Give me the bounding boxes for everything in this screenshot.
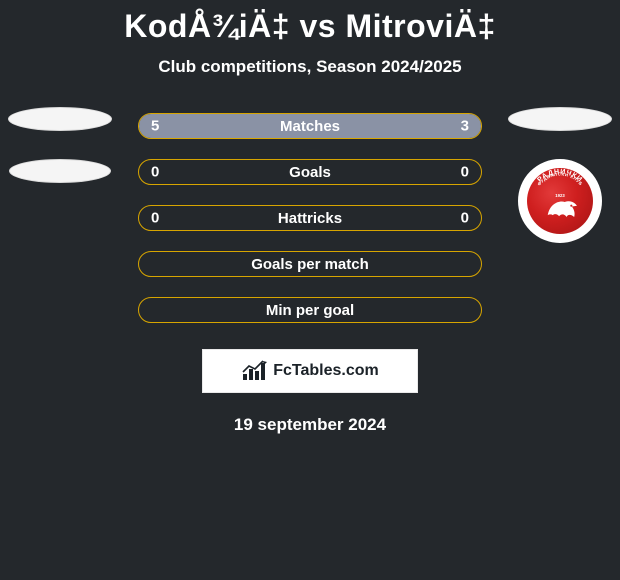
- player-right-club-badge: ФУДБАЛСКИ КЛУБ РАДНИЧКИ 1923: [518, 159, 602, 243]
- eagle-eye: [570, 205, 572, 207]
- stat-label: Goals per match: [251, 256, 369, 273]
- player-right-avatar-placeholder: [508, 107, 612, 131]
- stat-value-left: 5: [151, 118, 159, 135]
- brand-text: FcTables.com: [273, 362, 379, 380]
- right-player-column: ФУДБАЛСКИ КЛУБ РАДНИЧКИ 1923: [500, 107, 620, 243]
- stat-row: Goals per match: [138, 251, 482, 277]
- comparison-card: KodÅ¾iÄ‡ vs MitroviÄ‡ Club competitions,…: [0, 0, 620, 435]
- stat-row: 5 3 Matches: [138, 113, 482, 139]
- stat-value-right: 3: [461, 118, 469, 135]
- page-subtitle: Club competitions, Season 2024/2025: [0, 57, 620, 77]
- player-left-avatar-placeholder: [8, 107, 112, 131]
- brand-box: FcTables.com: [202, 349, 418, 393]
- stat-value-right: 0: [461, 210, 469, 227]
- stats-area: ФУДБАЛСКИ КЛУБ РАДНИЧКИ 1923 53Matches00…: [0, 113, 620, 323]
- stat-value-right: 0: [461, 164, 469, 181]
- stat-value-left: 0: [151, 164, 159, 181]
- stat-label: Hattricks: [278, 210, 342, 227]
- stat-row: 0 0 Hattricks: [138, 205, 482, 231]
- bars-icon: [241, 360, 269, 382]
- eagle-icon: [548, 201, 577, 217]
- stat-row: Min per goal: [138, 297, 482, 323]
- stat-value-left: 0: [151, 210, 159, 227]
- stat-label: Matches: [280, 118, 340, 135]
- stat-label: Min per goal: [266, 302, 354, 319]
- club-badge-graphic: ФУДБАЛСКИ КЛУБ РАДНИЧКИ 1923: [527, 168, 593, 234]
- page-title: KodÅ¾iÄ‡ vs MitroviÄ‡: [0, 8, 620, 45]
- badge-text-year: 1923: [555, 193, 565, 198]
- left-player-column: [0, 107, 120, 183]
- stat-label: Goals: [289, 164, 331, 181]
- footer-date: 19 september 2024: [0, 415, 620, 435]
- player-left-club-placeholder: [9, 159, 111, 183]
- stat-rows: 5 3 Matches 0 0 Goals 0 0 Hattricks Goals per mat…: [138, 113, 482, 323]
- stat-row: 0 0 Goals: [138, 159, 482, 185]
